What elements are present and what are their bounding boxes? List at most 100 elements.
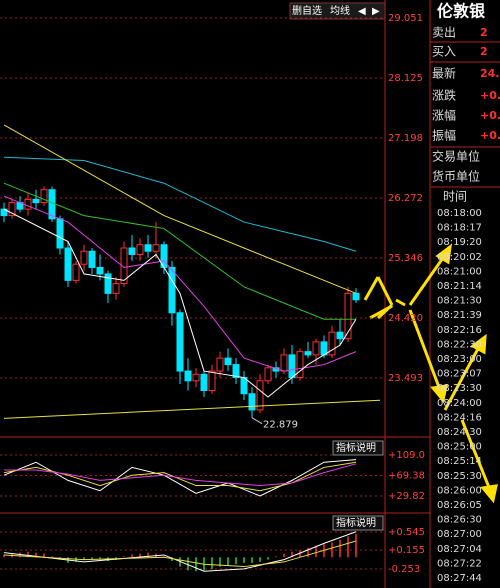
candle-body bbox=[80, 250, 88, 265]
y-tick-label: -0.253 bbox=[388, 564, 420, 575]
candle-body bbox=[352, 292, 360, 301]
indicator-button-label[interactable]: 指标说明 bbox=[336, 441, 376, 454]
candle-body bbox=[200, 373, 208, 391]
trade-time: 08:21:39 bbox=[437, 310, 482, 321]
quote-label: 卖出 bbox=[432, 26, 456, 40]
trade-time: 08:26:30 bbox=[437, 515, 482, 526]
candle-body bbox=[32, 198, 40, 204]
trade-time: 08:27:22 bbox=[437, 558, 482, 569]
indicator-button[interactable] bbox=[332, 515, 384, 531]
toolbar-button[interactable]: ▶ bbox=[372, 6, 380, 17]
trade-time: 08:25:14 bbox=[437, 456, 482, 467]
candle-body bbox=[280, 354, 288, 372]
candle-body bbox=[88, 250, 96, 268]
candle-body bbox=[328, 331, 336, 356]
quote-value: 24.6 bbox=[480, 67, 500, 80]
toolbar-button[interactable]: 均线 bbox=[330, 4, 350, 17]
indicator-line bbox=[3, 156, 357, 252]
candle-body bbox=[216, 357, 224, 372]
trade-time: 08:26:05 bbox=[437, 500, 482, 511]
y-tick-label: +109.0 bbox=[388, 450, 425, 461]
indicator-line bbox=[3, 461, 357, 492]
y-tick-label: +0.155 bbox=[388, 545, 425, 556]
trade-time: 08:27:44 bbox=[437, 573, 482, 584]
trade-time: 08:18:17 bbox=[437, 223, 482, 234]
quote-value: +0.0 bbox=[480, 109, 500, 122]
trade-time: 08:26:00 bbox=[437, 485, 482, 496]
low-pointer bbox=[251, 417, 263, 425]
candle-body bbox=[312, 341, 320, 356]
trade-time: 08:24:00 bbox=[437, 398, 482, 409]
candle-body bbox=[72, 263, 80, 281]
quote-label: 交易单位 bbox=[432, 149, 480, 164]
quote-value: 2 bbox=[480, 45, 488, 58]
y-tick-label: 25.346 bbox=[388, 253, 423, 264]
indicator-button[interactable] bbox=[332, 440, 384, 456]
candle-body bbox=[248, 393, 256, 411]
candle-body bbox=[128, 247, 136, 255]
candle-body bbox=[56, 218, 64, 249]
candle-body bbox=[344, 292, 352, 340]
candle-body bbox=[152, 244, 160, 252]
quote-label: 涨幅 bbox=[432, 108, 456, 123]
indicator-button-label[interactable]: 指标说明 bbox=[336, 516, 376, 529]
candle-body bbox=[168, 266, 176, 314]
trade-time: 08:24:30 bbox=[437, 427, 482, 438]
candle-body bbox=[192, 373, 200, 382]
quote-label: 最新 bbox=[432, 66, 456, 81]
toolbar-button[interactable]: ◀ bbox=[358, 6, 366, 17]
toolbar-button[interactable]: 删自选 bbox=[292, 4, 322, 17]
candle-body bbox=[296, 351, 304, 379]
annotation-arrows bbox=[363, 243, 498, 504]
quote-value: +0.0 bbox=[480, 89, 500, 102]
candle-body bbox=[208, 370, 216, 391]
trade-time: 08:21:00 bbox=[437, 266, 482, 277]
candle-body bbox=[40, 189, 48, 204]
y-tick-label: +69.38 bbox=[388, 471, 425, 482]
candle-body bbox=[112, 283, 120, 294]
candle-body bbox=[120, 247, 128, 285]
indicator-line bbox=[3, 399, 381, 419]
candle-body bbox=[144, 244, 152, 252]
y-tick-label: 23.493 bbox=[388, 373, 423, 384]
y-tick-label: +0.545 bbox=[388, 527, 425, 538]
candle-body bbox=[240, 377, 248, 395]
candle-body bbox=[136, 244, 144, 255]
y-tick-label: +29.82 bbox=[388, 491, 425, 502]
indicator-line bbox=[3, 195, 357, 372]
trade-time: 08:25:30 bbox=[437, 471, 482, 482]
candle-body bbox=[232, 364, 240, 379]
candle-body bbox=[288, 354, 296, 379]
candle-body bbox=[184, 370, 192, 382]
trade-time: 08:21:30 bbox=[437, 296, 482, 307]
trade-time: 08:18:00 bbox=[437, 208, 482, 219]
candle-body bbox=[336, 331, 344, 340]
candle-body bbox=[256, 380, 264, 411]
trade-time: 08:23:30 bbox=[437, 383, 482, 394]
y-tick-label: 24.420 bbox=[388, 313, 423, 324]
trade-time: 08:21:14 bbox=[437, 281, 482, 292]
trade-time: 08:23:00 bbox=[437, 354, 482, 365]
trade-time: 08:25:00 bbox=[437, 442, 482, 453]
trade-time: 08:22:16 bbox=[437, 325, 482, 336]
trade-time: 08:22:30 bbox=[437, 339, 482, 350]
indicator-line bbox=[3, 208, 357, 398]
quote-label: 涨跌 bbox=[432, 88, 456, 103]
candle-body bbox=[320, 341, 328, 356]
candle-body bbox=[96, 266, 104, 275]
indicator-line bbox=[3, 182, 356, 320]
time-header: 时间 bbox=[443, 190, 467, 204]
y-tick-label: 29.051 bbox=[388, 13, 423, 24]
candle-body bbox=[8, 202, 16, 217]
quote-label: 货币单位 bbox=[432, 169, 480, 184]
candle-body bbox=[264, 367, 272, 382]
quote-title: 伦敦银 bbox=[437, 2, 486, 21]
quote-value: +0.2 bbox=[480, 129, 500, 142]
y-tick-label: 28.125 bbox=[388, 73, 423, 84]
y-tick-label: 27.198 bbox=[388, 133, 423, 144]
indicator-line bbox=[4, 463, 357, 487]
candle-body bbox=[176, 312, 184, 372]
trade-time: 08:20:02 bbox=[437, 252, 482, 263]
